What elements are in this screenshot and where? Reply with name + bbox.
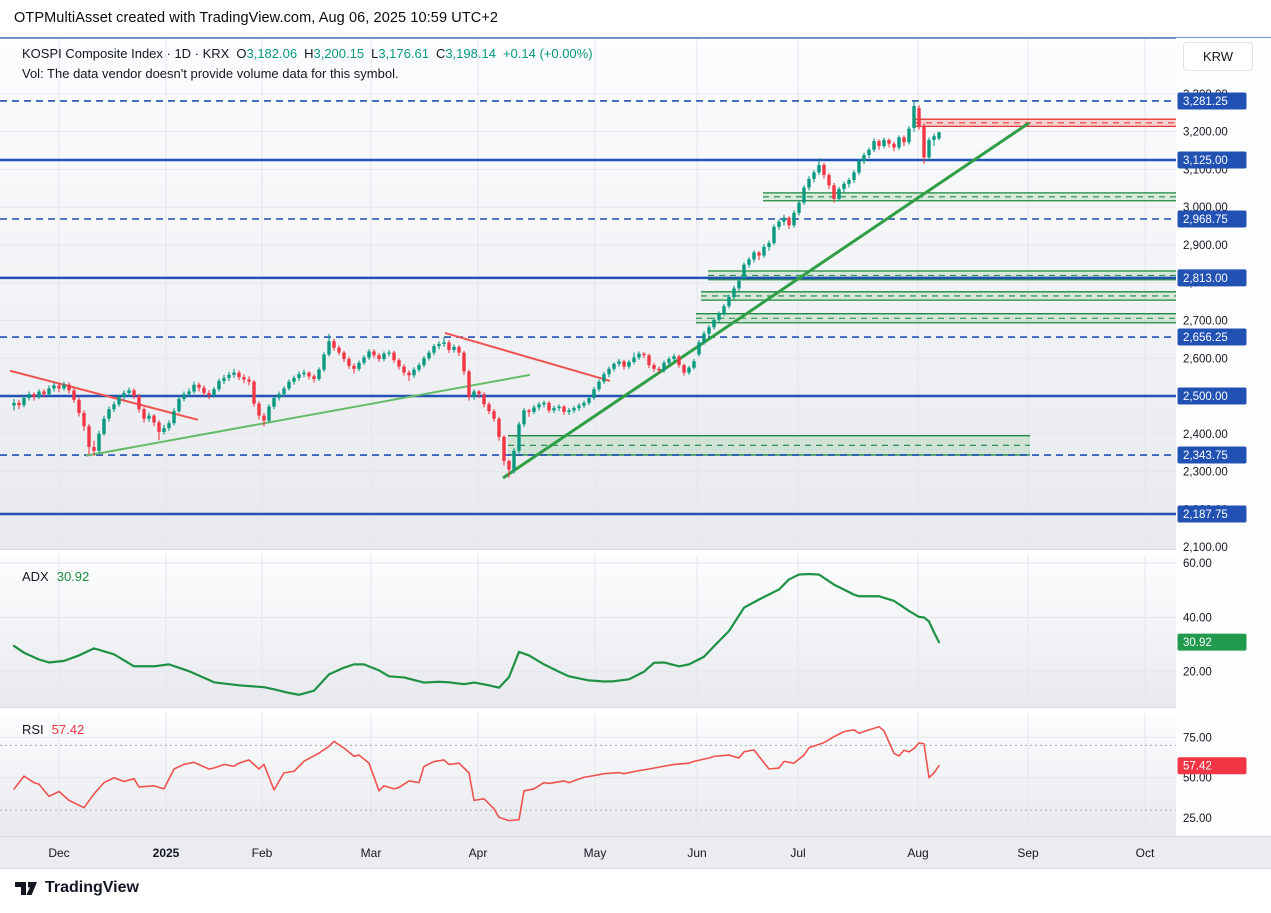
symbol-legend[interactable]: KOSPI Composite Index · 1D · KRX O3,182.0…	[22, 46, 593, 61]
tradingview-logo[interactable]: TradingView	[14, 879, 139, 897]
currency-button[interactable]: KRW	[1183, 42, 1253, 71]
svg-text:3,125.00: 3,125.00	[1183, 155, 1228, 167]
green-zone	[701, 291, 1176, 301]
trendlines	[9, 121, 1030, 480]
svg-text:2,500.00: 2,500.00	[1183, 391, 1228, 403]
green-zone	[508, 435, 1030, 455]
month-labels: Dec 2025 Feb Mar Apr May Jun Jul Aug Sep Oct	[0, 836, 1271, 869]
svg-text:Apr: Apr	[469, 846, 488, 860]
tradingview-brand: TradingView	[45, 879, 139, 896]
svg-text:2,100.00: 2,100.00	[1183, 542, 1228, 554]
svg-text:2,968.75: 2,968.75	[1183, 214, 1228, 226]
svg-text:2,700.00: 2,700.00	[1183, 316, 1228, 328]
svg-text:3,281.25: 3,281.25	[1183, 96, 1228, 108]
volume-note: Vol: The data vendor doesn't provide vol…	[22, 66, 399, 81]
adx-pane[interactable]	[0, 555, 1176, 707]
svg-text:2,300.00: 2,300.00	[1183, 467, 1228, 479]
svg-text:60.00: 60.00	[1183, 558, 1212, 570]
adx-value: 30.92	[56, 569, 90, 584]
svg-text:2,813.00: 2,813.00	[1183, 273, 1228, 285]
svg-text:2,343.75: 2,343.75	[1183, 450, 1228, 462]
svg-text:75.00: 75.00	[1183, 732, 1212, 744]
svg-text:Jul: Jul	[790, 846, 805, 860]
rsi-pane[interactable]	[0, 713, 1176, 836]
svg-text:Aug: Aug	[907, 846, 928, 860]
svg-text:25.00: 25.00	[1183, 813, 1212, 825]
candles	[12, 101, 941, 478]
svg-text:2,187.75: 2,187.75	[1183, 509, 1228, 521]
price-axis[interactable]	[1176, 38, 1271, 836]
adx-line	[12, 572, 941, 696]
rsi-value: 57.42	[51, 722, 85, 737]
svg-text:2,900.00: 2,900.00	[1183, 240, 1228, 252]
svg-text:2,400.00: 2,400.00	[1183, 429, 1228, 441]
rsi-label: RSI	[22, 722, 44, 737]
page-title: OTPMultiAsset created with TradingView.c…	[14, 10, 499, 26]
axis-badges: 3,281.25 3,125.00 2,968.75 2,813.00 2,656.25…	[1177, 92, 1247, 775]
ohlc-close: C3,198.14	[435, 46, 496, 61]
change-value: +0.14 (+0.00%)	[502, 46, 593, 61]
ohlc-open: O3,182.06	[236, 46, 298, 61]
svg-text:57.42: 57.42	[1183, 761, 1212, 773]
green-zone	[763, 192, 1176, 201]
ohlc-high: H3,200.15	[304, 46, 365, 61]
svg-text:2,656.25: 2,656.25	[1183, 332, 1228, 344]
svg-text:50.00: 50.00	[1183, 773, 1212, 785]
svg-text:40.00: 40.00	[1183, 612, 1212, 624]
symbol-description: KOSPI Composite Index · 1D · KRX	[22, 46, 230, 61]
svg-text:May: May	[584, 846, 607, 860]
svg-text:3,200.00: 3,200.00	[1183, 127, 1228, 139]
red-zone	[915, 119, 1176, 127]
adx-legend[interactable]: ADX 30.92	[22, 569, 89, 584]
ohlc-low: L3,176.61	[371, 46, 429, 61]
time-axis[interactable]	[0, 836, 1271, 868]
svg-text:Jun: Jun	[687, 846, 706, 860]
svg-text:Oct: Oct	[1136, 846, 1155, 860]
green-zone	[696, 313, 1176, 323]
svg-text:Sep: Sep	[1017, 846, 1039, 860]
price-pane[interactable]	[0, 38, 1176, 549]
rsi-legend[interactable]: RSI 57.42	[22, 722, 84, 737]
rsi-line	[13, 725, 940, 822]
svg-text:Feb: Feb	[252, 846, 273, 860]
svg-text:30.92: 30.92	[1183, 637, 1212, 649]
price-zones	[508, 118, 1176, 456]
svg-text:20.00: 20.00	[1183, 667, 1212, 679]
tradingview-mark-icon	[15, 881, 37, 895]
svg-text:2,600.00: 2,600.00	[1183, 353, 1228, 365]
svg-text:2025: 2025	[153, 846, 180, 860]
svg-text:Mar: Mar	[361, 846, 382, 860]
price-levels	[0, 100, 1176, 516]
adx-label: ADX	[22, 569, 49, 584]
svg-text:Dec: Dec	[48, 846, 69, 860]
